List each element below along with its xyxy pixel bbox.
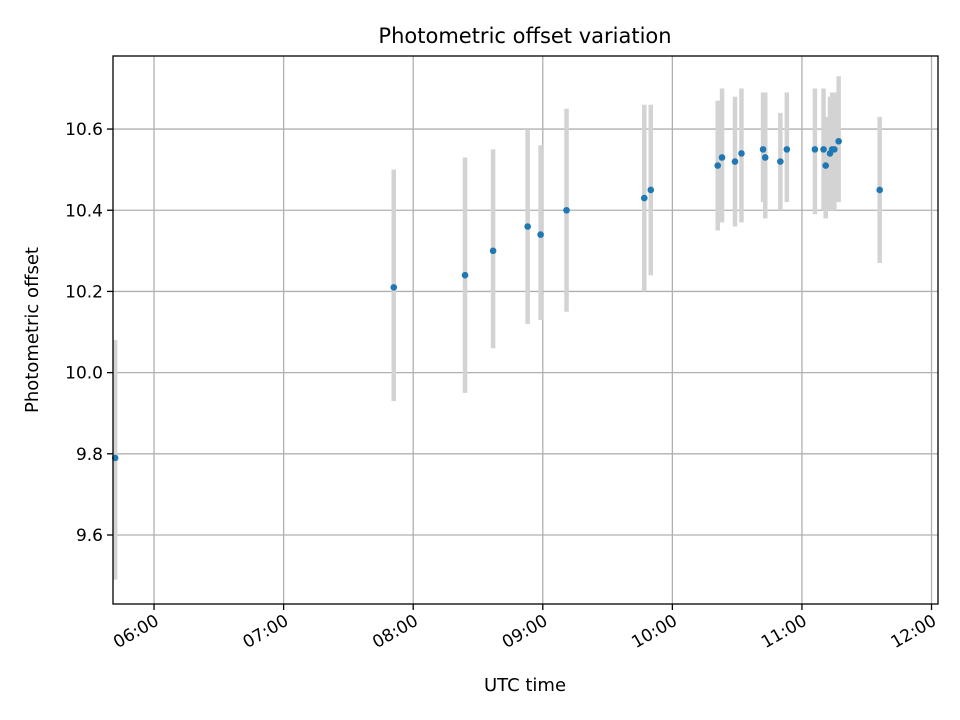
data-point: [390, 284, 398, 291]
data-point: [777, 158, 784, 165]
data-point: [461, 271, 469, 279]
y-axis-ticks: 9.6 9.8 10.0 10.2 10.4 10.6: [65, 120, 113, 546]
data-point: [718, 154, 726, 161]
x-tick-label: 07:00: [240, 611, 292, 653]
data-point: [524, 223, 531, 230]
x-tick-label: 11:00: [758, 611, 810, 653]
data-points: [111, 137, 883, 462]
data-point: [738, 150, 745, 157]
x-axis-label: UTC time: [484, 675, 566, 696]
x-tick-label: 10:00: [628, 611, 680, 653]
data-point: [761, 154, 769, 161]
plot-frame: [112, 55, 939, 605]
data-point: [489, 247, 497, 255]
y-tick-label: 9.6: [76, 526, 103, 546]
data-point: [835, 137, 842, 145]
chart-title: Photometric offset variation: [378, 24, 671, 48]
data-point: [759, 146, 767, 153]
data-point: [640, 194, 648, 202]
data-point: [537, 231, 544, 238]
data-point: [831, 146, 838, 153]
data-point: [811, 146, 819, 153]
x-tick-label: 06:00: [110, 611, 162, 653]
y-tick-label: 10.2: [65, 282, 103, 302]
y-tick-label: 9.8: [76, 445, 103, 465]
y-tick-label: 10.0: [65, 364, 103, 384]
x-axis-ticks: 06:00 07:00 08:00 09:00 10:00 11:00 12:00: [110, 604, 940, 653]
data-point: [647, 186, 655, 194]
y-tick-label: 10.6: [65, 120, 103, 140]
x-tick-label: 08:00: [369, 611, 421, 653]
data-point: [714, 162, 722, 169]
data-point: [822, 162, 829, 169]
y-tick-label: 10.4: [65, 201, 103, 221]
x-tick-label: 09:00: [499, 611, 551, 653]
data-point: [731, 158, 739, 165]
data-point: [783, 146, 791, 153]
x-tick-label: 12:00: [888, 611, 940, 653]
data-point: [876, 186, 883, 194]
y-axis-label: Photometric offset: [22, 247, 43, 413]
data-point: [563, 206, 570, 214]
data-point: [820, 146, 827, 153]
